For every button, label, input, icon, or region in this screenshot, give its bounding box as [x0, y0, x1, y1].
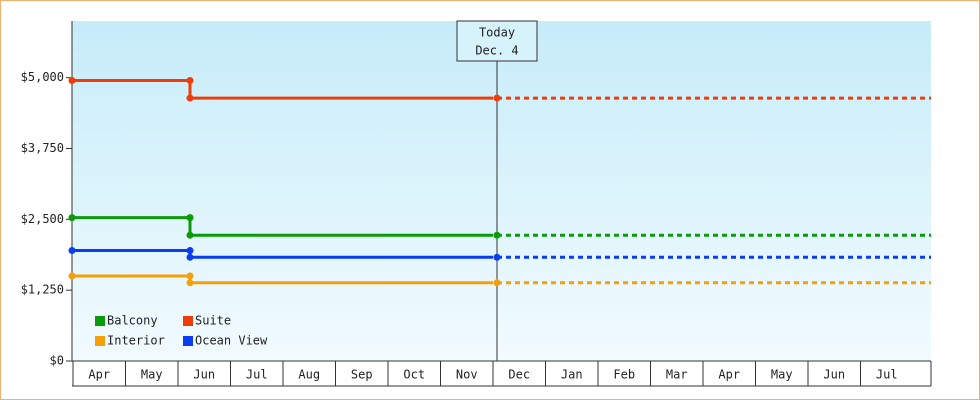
y-tick-label: $3,750 — [21, 141, 64, 155]
x-tick-label: Jun — [193, 368, 215, 382]
legend-label: Suite — [195, 314, 231, 328]
x-tick-label: Mar — [666, 368, 688, 382]
x-tick-label: Apr — [718, 368, 740, 382]
legend-label: Ocean View — [195, 334, 268, 348]
y-tick-label: $2,500 — [21, 212, 64, 226]
today-dot — [493, 231, 501, 239]
x-tick-label: Jun — [823, 368, 845, 382]
y-tick-label: $0 — [50, 354, 64, 368]
y-tick-label: $5,000 — [21, 70, 64, 84]
x-tick-label: Nov — [456, 368, 478, 382]
x-tick-label: Dec — [508, 368, 530, 382]
legend-swatch — [95, 336, 105, 346]
today-date: Dec. 4 — [475, 44, 518, 58]
change-dot — [186, 77, 194, 84]
legend-swatch — [183, 316, 193, 326]
today-box — [456, 20, 538, 62]
x-tick-label: Aug — [298, 368, 320, 382]
change-dot — [186, 247, 194, 254]
x-tick-label: Jan — [561, 368, 583, 382]
legend-label: Interior — [107, 334, 165, 348]
today-dot — [493, 279, 501, 287]
x-tick-label: Sep — [351, 368, 373, 382]
x-tick-label: Apr — [88, 368, 110, 382]
today-dot — [493, 253, 501, 261]
x-tick-label: May — [771, 368, 793, 382]
y-tick-label: $1,250 — [21, 283, 64, 297]
change-dot — [186, 272, 194, 280]
change-dot — [186, 214, 194, 222]
legend-swatch — [183, 336, 193, 346]
x-tick-label: Oct — [403, 368, 425, 382]
plot-area — [72, 21, 931, 361]
x-tick-label: Jul — [246, 368, 268, 382]
x-tick-label: Feb — [613, 368, 635, 382]
legend-label: Balcony — [107, 314, 158, 328]
x-tick-label: Jul — [876, 368, 898, 382]
legend-swatch — [95, 316, 105, 326]
today-label: Today — [479, 26, 515, 40]
x-tick-label: May — [141, 368, 163, 382]
today-dot — [493, 94, 501, 102]
